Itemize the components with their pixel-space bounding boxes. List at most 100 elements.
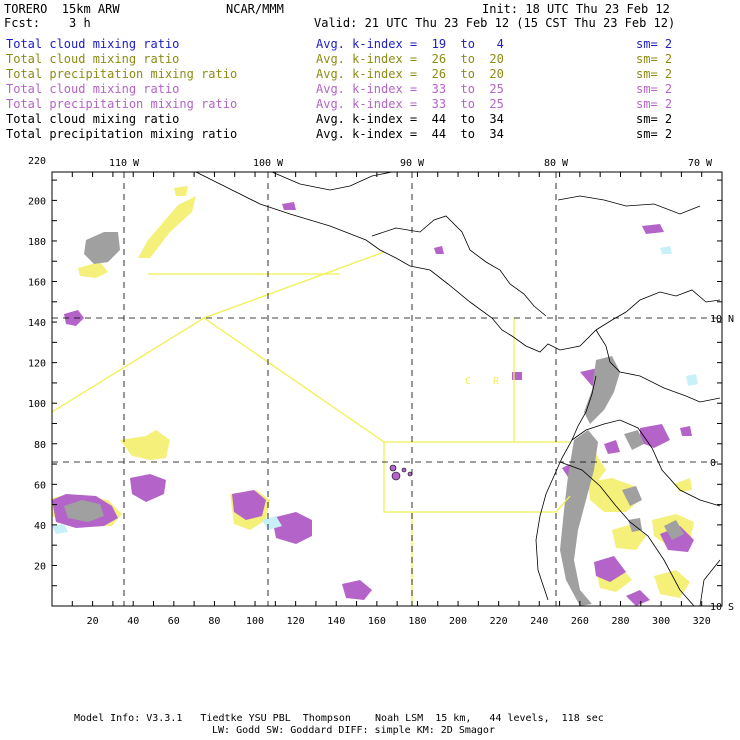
coastline xyxy=(271,171,393,191)
boundary-line xyxy=(383,442,571,513)
y-tick-label: 220 xyxy=(28,156,46,167)
map-label-r: R xyxy=(493,376,500,387)
map-frame xyxy=(51,171,723,607)
x-tick-label: 100 xyxy=(246,616,264,627)
cloud-yellow-area xyxy=(138,196,196,258)
legend-sm: sm= 2 xyxy=(636,127,673,141)
y-tick-label: 120 xyxy=(28,359,46,370)
precip-purple-area xyxy=(130,474,166,502)
y-tick-label: 100 xyxy=(28,399,46,410)
light-blue-area xyxy=(686,374,698,386)
precip-purple-area xyxy=(342,580,372,600)
y-tick-label: 20 xyxy=(34,561,46,572)
legend-kindex: Avg. k-index = 44 to 34 xyxy=(316,112,504,126)
light-blue-area xyxy=(660,246,672,254)
legend-sm: sm= 2 xyxy=(636,37,673,51)
coastline xyxy=(557,195,701,215)
legend-field: Total cloud mixing ratio xyxy=(6,82,180,96)
longitude-label: 100 W xyxy=(253,158,284,169)
precip-purple-area xyxy=(640,424,670,448)
cloud-yellow-area xyxy=(120,430,170,460)
galapagos-island xyxy=(407,471,413,477)
x-tick-label: 200 xyxy=(449,616,467,627)
legend-field: Total precipitation mixing ratio xyxy=(6,127,238,141)
valid-time: Valid: 21 UTC Thu 23 Feb 12 (15 CST Thu … xyxy=(314,16,676,30)
cloud-gray-area xyxy=(84,232,120,264)
coastline xyxy=(571,419,721,507)
cloud-gray-area xyxy=(64,500,104,522)
axis-labels: 20 40 60 80 100 120 140 160 180 200 220 240 260 280 30… xyxy=(28,156,734,627)
init-time: Init: 18 UTC Thu 23 Feb 12 xyxy=(482,2,670,16)
legend-field: Total cloud mixing ratio xyxy=(6,37,180,51)
y-tick-label: 140 xyxy=(28,318,46,329)
precip-purple-area xyxy=(272,512,312,544)
cloud-gray-area xyxy=(622,486,642,506)
center-label: NCAR/MMM xyxy=(226,2,284,16)
precip-purple-area xyxy=(626,590,650,606)
precip-purple-area xyxy=(642,224,664,234)
galapagos-island xyxy=(401,467,407,473)
legend-kindex: Avg. k-index = 33 to 25 xyxy=(316,97,504,111)
x-tick-label: 140 xyxy=(327,616,345,627)
precip-purple-area xyxy=(594,556,626,582)
coastlines xyxy=(195,171,721,607)
legend-field: Total cloud mixing ratio xyxy=(6,52,180,66)
cloud-gray-area xyxy=(664,520,684,540)
weather-fields xyxy=(52,186,698,606)
x-tick-label: 240 xyxy=(530,616,548,627)
x-tick-label: 80 xyxy=(208,616,220,627)
light-blue-area xyxy=(262,516,282,530)
y-tick-label: 180 xyxy=(28,237,46,248)
cloud-yellow-area xyxy=(674,478,692,492)
legend-kindex: Avg. k-index = 33 to 25 xyxy=(316,82,504,96)
legend-sm: sm= 2 xyxy=(636,97,673,111)
x-tick-label: 20 xyxy=(87,616,99,627)
y-tick-label: 200 xyxy=(28,196,46,207)
region-boundaries xyxy=(51,251,571,606)
cloud-yellow-area xyxy=(588,478,640,512)
longitude-label: 70 W xyxy=(688,158,713,169)
precip-purple-area xyxy=(434,246,444,254)
legend-sm: sm= 2 xyxy=(636,82,673,96)
legend-sm: sm= 2 xyxy=(636,67,673,81)
coastline xyxy=(699,559,721,607)
coastline xyxy=(559,461,695,607)
lat-lon-grid xyxy=(52,172,722,606)
model-title: TORERO 15km ARW xyxy=(4,2,120,16)
map-label-c: C xyxy=(465,376,471,387)
legend-field: Total precipitation mixing ratio xyxy=(6,67,238,81)
cloud-gray-area xyxy=(560,430,598,606)
coastline xyxy=(195,171,721,353)
axis-ticks xyxy=(52,172,722,606)
cloud-gray-area xyxy=(624,430,644,450)
legend-kindex: Avg. k-index = 44 to 34 xyxy=(316,127,504,141)
x-tick-label: 180 xyxy=(408,616,426,627)
y-tick-label: 60 xyxy=(34,480,46,491)
galapagos-island xyxy=(391,471,401,481)
longitude-label: 80 W xyxy=(544,158,569,169)
x-tick-label: 120 xyxy=(287,616,305,627)
precip-purple-area xyxy=(604,440,620,454)
y-tick-label: 40 xyxy=(34,521,46,532)
cloud-yellow-area xyxy=(174,186,188,196)
legend-sm: sm= 2 xyxy=(636,112,673,126)
forecast-hour: Fcst: 3 h xyxy=(4,16,91,30)
longitude-label: 90 W xyxy=(400,158,425,169)
legend-kindex: Avg. k-index = 26 to 20 xyxy=(316,52,504,66)
legend-sm: sm= 2 xyxy=(636,52,673,66)
y-tick-label: 160 xyxy=(28,278,46,289)
legend-field: Total precipitation mixing ratio xyxy=(6,97,238,111)
legend-field: Total cloud mixing ratio xyxy=(6,112,180,126)
latitude-label: 10 S xyxy=(710,602,734,613)
precip-purple-area xyxy=(680,426,692,436)
coastline xyxy=(595,329,721,403)
x-tick-label: 300 xyxy=(652,616,670,627)
precip-purple-area xyxy=(232,490,266,520)
x-tick-label: 220 xyxy=(490,616,508,627)
cloud-gray-area xyxy=(584,356,620,424)
x-tick-label: 40 xyxy=(127,616,139,627)
model-info-line2: LW: Godd SW: Goddard DIFF: simple KM: 2D… xyxy=(212,725,495,736)
cloud-yellow-area xyxy=(78,262,108,278)
coastline xyxy=(535,375,597,601)
